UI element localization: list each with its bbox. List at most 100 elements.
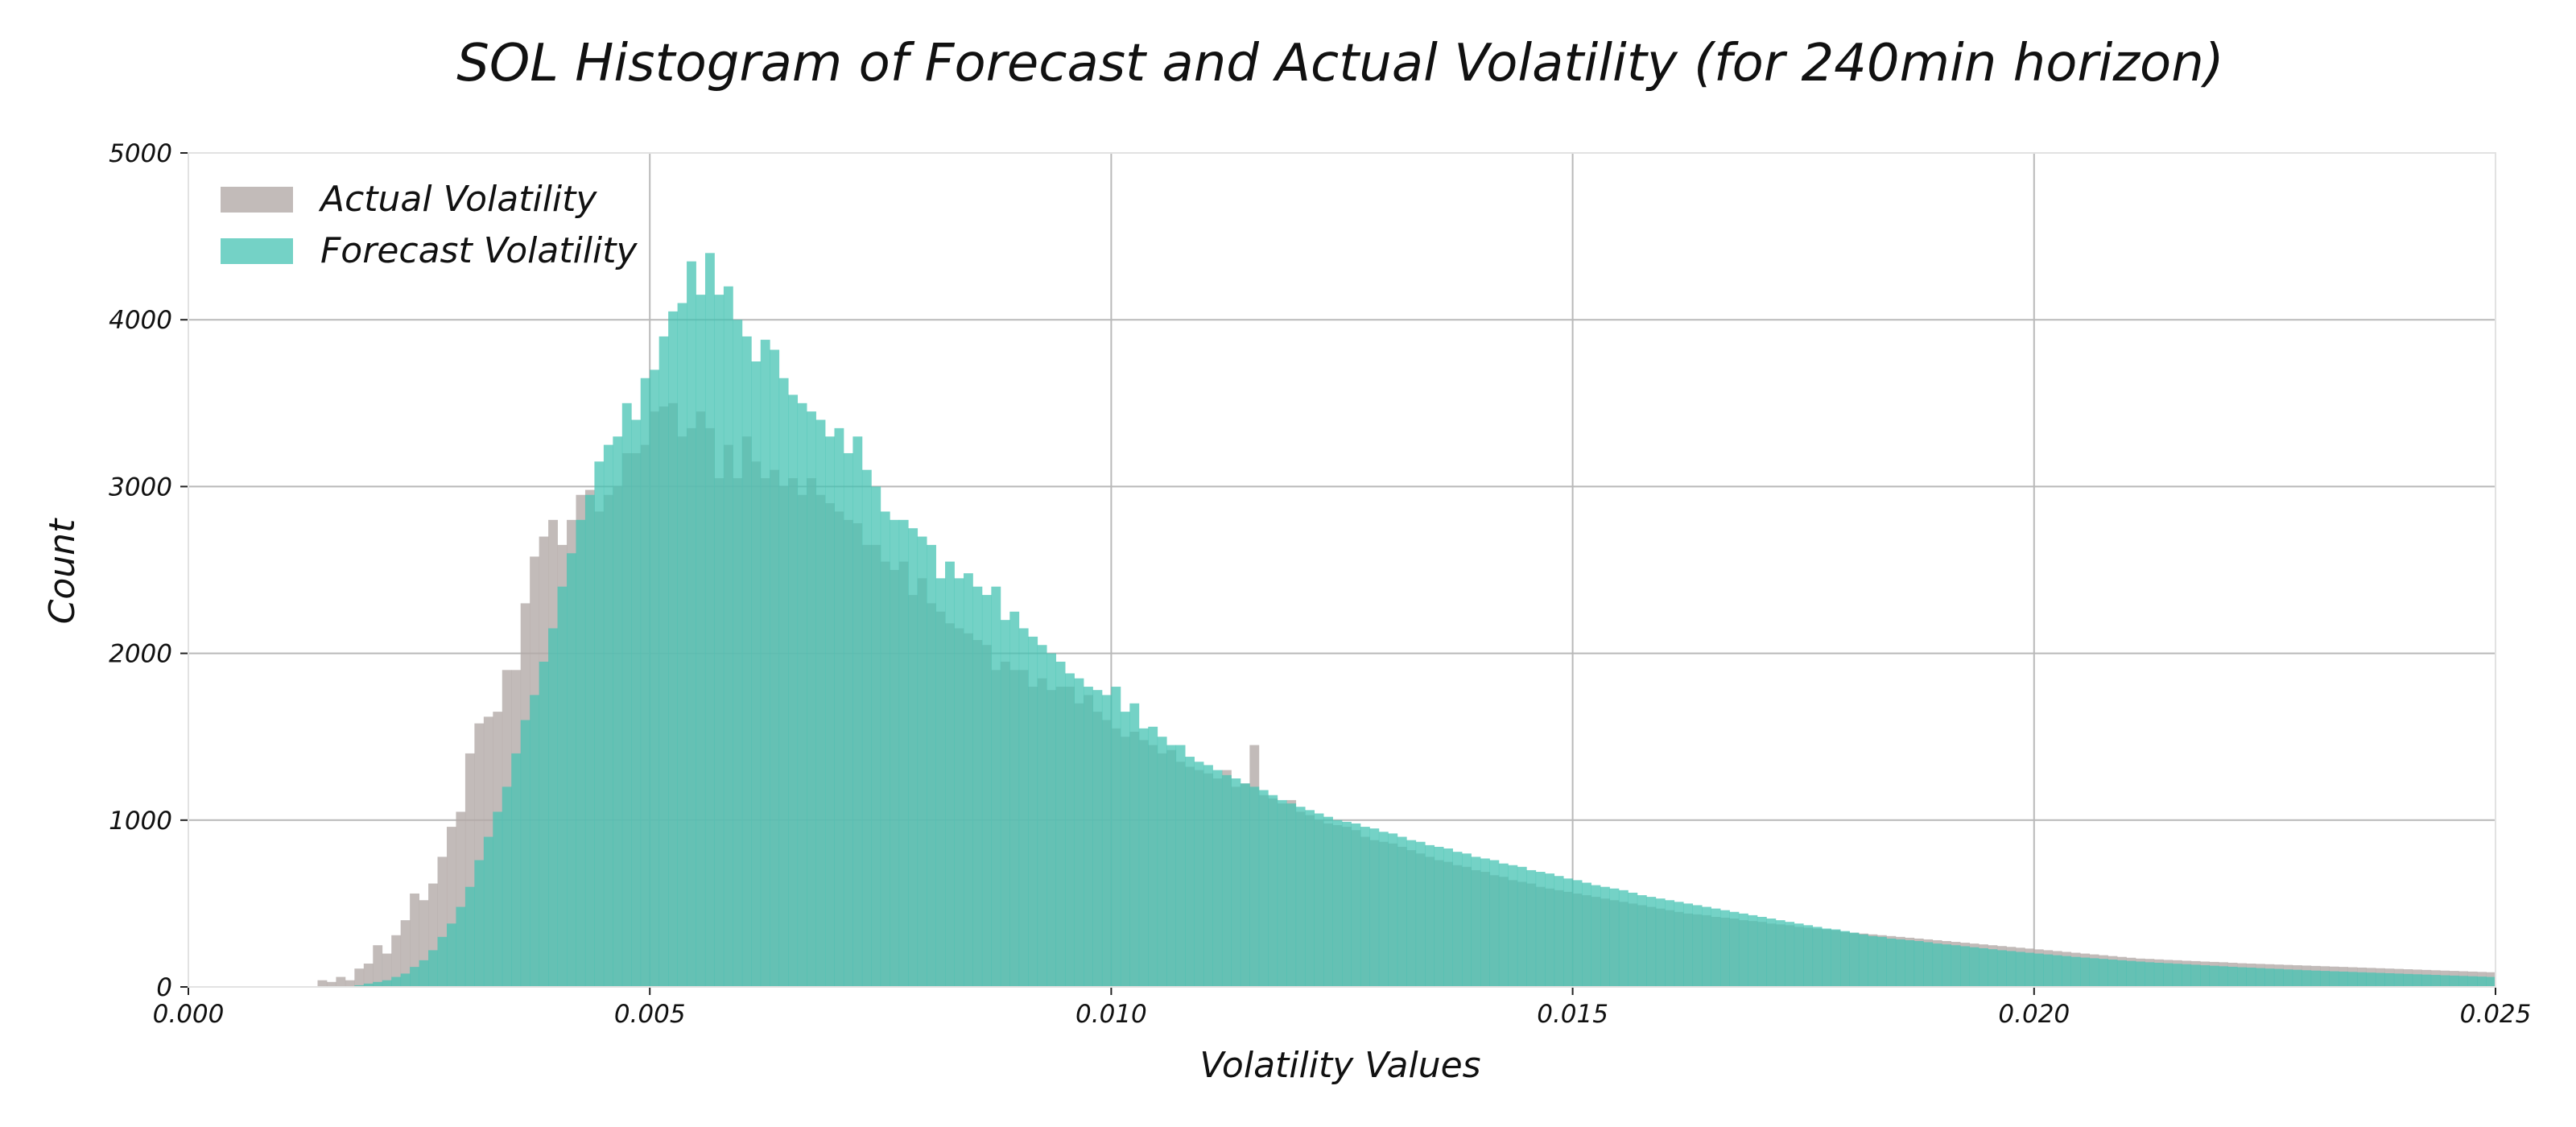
histogram-bar xyxy=(428,950,438,987)
axes: 0.000 0.005 0.010 0.015 0.020 0.025 0 1000 2000 3… xyxy=(109,139,2531,1029)
histogram-bar xyxy=(1526,869,1537,987)
histogram-bar xyxy=(1462,853,1472,987)
histogram-bar xyxy=(1988,949,1998,987)
x-tick-label: 0.005 xyxy=(614,1000,686,1029)
histogram-bar xyxy=(704,253,715,987)
histogram-bar xyxy=(326,981,336,987)
histogram-bar xyxy=(1905,939,1915,987)
histogram-bar xyxy=(807,411,816,987)
histogram-bar xyxy=(1332,819,1343,987)
legend-label-forecast: Forecast Volatility xyxy=(320,230,638,271)
histogram-bar xyxy=(1785,922,1795,987)
histogram-bar xyxy=(474,860,485,987)
histogram-bar xyxy=(2182,964,2192,987)
histogram-bar xyxy=(1757,916,1767,987)
histogram-bar xyxy=(1037,645,1047,987)
histogram-bar xyxy=(613,436,623,987)
series-1 xyxy=(354,253,2496,988)
histogram-bar xyxy=(373,945,383,987)
histogram-bar xyxy=(382,980,392,987)
histogram-bar xyxy=(1683,903,1694,987)
x-tick-label: 0.025 xyxy=(2460,1000,2532,1029)
histogram-bar xyxy=(1138,728,1149,987)
histogram-bar xyxy=(2320,971,2330,987)
histogram-bar xyxy=(2033,953,2044,987)
x-tick-label: 0.015 xyxy=(1537,1000,1608,1029)
histogram-bar xyxy=(871,486,881,987)
histogram-bar xyxy=(1175,745,1186,987)
histogram-bar xyxy=(391,976,402,987)
histogram-bar xyxy=(1249,786,1260,987)
histogram-bar xyxy=(760,340,770,988)
histogram-bar xyxy=(1637,895,1647,987)
histogram-bar xyxy=(2099,959,2108,987)
histogram-bar xyxy=(1295,807,1306,987)
histogram-bar xyxy=(1277,799,1287,987)
legend-swatch-actual xyxy=(221,187,293,213)
histogram-bar xyxy=(363,963,374,987)
histogram-bar xyxy=(1314,813,1324,987)
histogram-bar xyxy=(446,827,456,987)
y-tick-label: 0 xyxy=(156,973,172,1002)
histogram-bar xyxy=(410,967,419,987)
histogram-bar xyxy=(437,857,448,987)
histogram-bar xyxy=(1942,944,1952,987)
histogram-bar xyxy=(1406,840,1417,987)
histogram-bar xyxy=(1378,832,1389,987)
histogram-bar xyxy=(880,511,890,987)
y-tick-label: 2000 xyxy=(109,640,172,669)
histogram-bar xyxy=(354,968,365,987)
histogram-bar xyxy=(1932,943,1942,987)
histogram-bar xyxy=(419,900,429,987)
histogram-bar xyxy=(1665,900,1675,987)
histogram-bar xyxy=(2070,956,2081,987)
histogram-bar xyxy=(1711,908,1721,987)
histogram-bar xyxy=(2264,968,2275,987)
histogram-bar xyxy=(1323,816,1333,987)
histogram-bar xyxy=(843,452,853,987)
histogram-bar xyxy=(1951,945,1961,987)
histogram-bar xyxy=(2421,974,2432,987)
histogram-bar xyxy=(1111,687,1121,987)
histogram-bar xyxy=(520,720,530,987)
histogram-bars xyxy=(317,253,2496,988)
histogram-bar xyxy=(1129,703,1140,987)
histogram-bar xyxy=(1895,939,1905,987)
histogram-bar xyxy=(2403,973,2413,987)
histogram-bar xyxy=(1157,737,1167,987)
y-tick-label: 1000 xyxy=(109,807,172,836)
histogram-bar xyxy=(778,378,789,988)
histogram-bar xyxy=(2246,967,2256,987)
y-tick-label: 3000 xyxy=(109,473,172,502)
histogram-bar xyxy=(714,295,724,987)
histogram-bar xyxy=(1342,821,1352,987)
histogram-bar xyxy=(2301,970,2312,987)
histogram-bar xyxy=(954,578,964,987)
histogram-bar xyxy=(1268,795,1278,987)
histogram-bar xyxy=(687,261,696,987)
histogram-bar xyxy=(1489,860,1500,987)
histogram-bar xyxy=(963,573,973,987)
histogram-bar xyxy=(1591,885,1601,987)
histogram-bar xyxy=(2357,972,2367,987)
histogram-bar xyxy=(640,378,650,988)
histogram-bar xyxy=(1738,913,1748,987)
histogram-bar xyxy=(788,394,799,987)
histogram-bar xyxy=(1369,828,1380,987)
histogram-bar xyxy=(1572,880,1583,987)
histogram-bar xyxy=(1046,653,1057,987)
histogram-bar xyxy=(1775,920,1785,987)
histogram-bar xyxy=(1748,914,1758,987)
histogram-bar xyxy=(1766,919,1777,987)
histogram-bar xyxy=(2006,951,2017,987)
histogram-bar xyxy=(1443,848,1453,987)
histogram-bar xyxy=(1388,833,1398,987)
histogram-bar xyxy=(1979,947,1988,987)
histogram-bar xyxy=(1055,661,1066,987)
histogram-bar xyxy=(1886,938,1897,987)
histogram-bar xyxy=(1554,876,1564,987)
histogram-bar xyxy=(1166,745,1177,987)
histogram-bar xyxy=(2089,958,2099,987)
histogram-bar xyxy=(668,311,678,988)
